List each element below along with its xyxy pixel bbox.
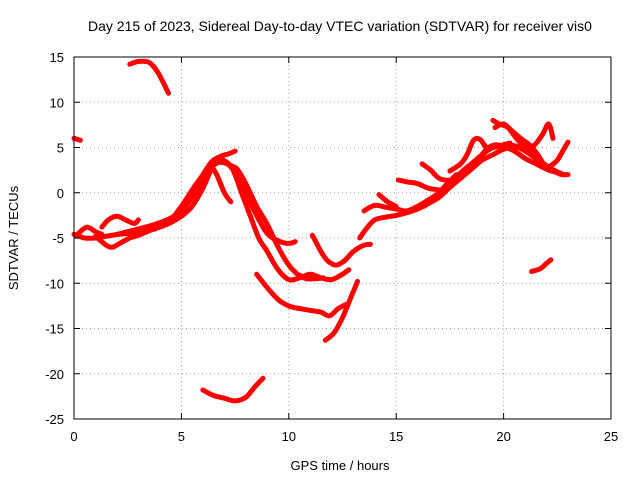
data-arc-arc-16 <box>361 142 567 214</box>
y-tick-label: -15 <box>45 322 64 337</box>
x-tick-label: 20 <box>496 429 510 444</box>
axis-ticks: 0 5 10 15 20 25 -25 -20 -15 -10 -5 0 5 10 15 <box>45 50 618 444</box>
y-tick-label: -10 <box>45 276 64 291</box>
data-arc-arc-11 <box>309 232 373 268</box>
y-axis-label: SDTVAR / TECUs <box>6 185 21 290</box>
data-arc-arc-14 <box>200 375 266 404</box>
x-tick-label: 15 <box>389 429 403 444</box>
y-tick-label: -20 <box>45 367 64 382</box>
x-tick-label: 10 <box>282 429 296 444</box>
data-arc-arc-25 <box>548 139 571 169</box>
data-arc-arc-22 <box>475 142 558 175</box>
x-tick-label: 5 <box>178 429 185 444</box>
y-tick-label: 15 <box>50 50 64 65</box>
data-arc-arc-27 <box>529 257 554 274</box>
y-tick-label: -5 <box>52 231 64 246</box>
data-arc-arc-6 <box>99 213 141 230</box>
y-tick-label: -25 <box>45 412 64 427</box>
x-tick-label: 25 <box>604 429 618 444</box>
grid-lines <box>74 57 611 419</box>
x-tick-label: 0 <box>70 429 77 444</box>
data-arc-arc-26 <box>546 167 571 178</box>
data-series <box>71 58 571 404</box>
data-arc-arc-1 <box>71 135 83 143</box>
data-arc-arc-24 <box>492 121 545 165</box>
y-tick-label: 0 <box>57 186 64 201</box>
x-axis-label: GPS time / hours <box>291 458 390 473</box>
data-arc-arc-17 <box>376 192 399 209</box>
data-arc-arc-10 <box>297 272 326 282</box>
y-tick-label: 5 <box>57 141 64 156</box>
data-arc-arc-4 <box>75 224 105 237</box>
data-arc-arc-2 <box>127 58 171 96</box>
chart-title: Day 215 of 2023, Sidereal Day-to-day VTE… <box>88 18 592 34</box>
data-arc-arc-9 <box>228 163 300 277</box>
data-arc-arc-12 <box>254 271 350 319</box>
data-arc-arc-13 <box>322 278 360 343</box>
y-tick-label: 10 <box>50 95 64 110</box>
data-arc-arc-20 <box>419 161 459 183</box>
